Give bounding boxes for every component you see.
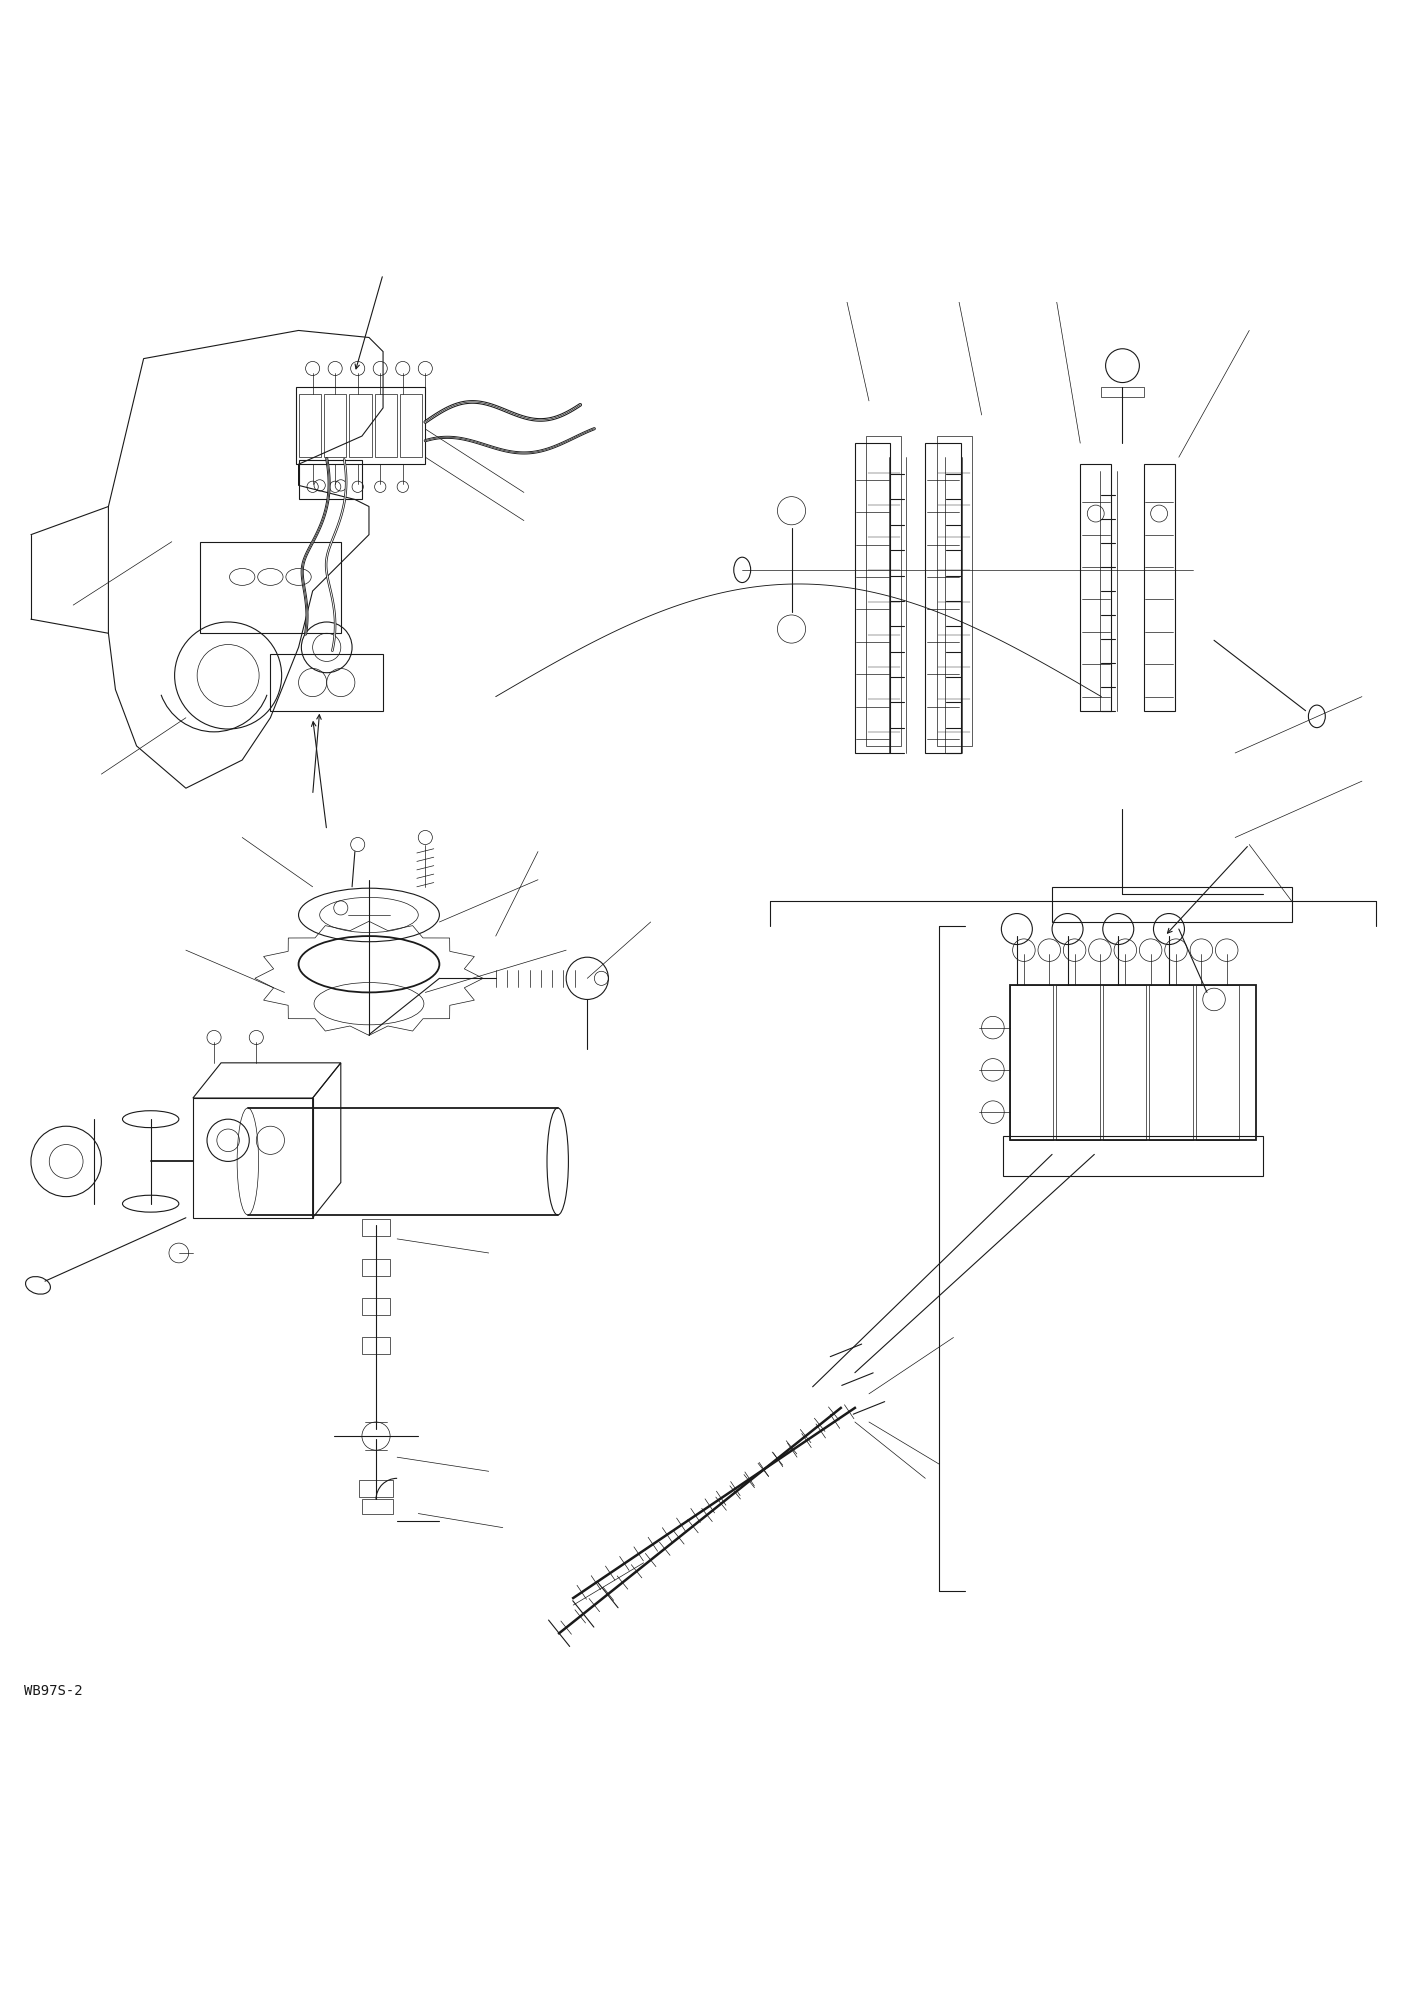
Bar [925, 443, 960, 753]
Bar [362, 1299, 390, 1315]
Bar [324, 395, 346, 457]
Bar [296, 387, 426, 465]
Bar [1150, 987, 1193, 1140]
Bar [362, 1259, 390, 1277]
Bar [855, 443, 889, 753]
Bar [362, 1220, 390, 1237]
Bar [1103, 987, 1147, 1140]
Bar [298, 461, 362, 499]
Bar [199, 542, 341, 634]
Bar [400, 395, 423, 457]
Bar [1003, 1136, 1263, 1176]
Bar [1056, 987, 1100, 1140]
Bar [1144, 465, 1175, 711]
Bar [936, 437, 971, 747]
Bar [1010, 987, 1256, 1140]
Bar [362, 1500, 393, 1515]
Bar [1196, 987, 1240, 1140]
Bar [1052, 888, 1291, 922]
Text: WB97S-2: WB97S-2 [24, 1684, 82, 1698]
Bar [359, 1480, 393, 1496]
Bar [1010, 987, 1053, 1140]
Bar [362, 1337, 390, 1355]
Bar [270, 655, 383, 711]
Bar [375, 395, 397, 457]
Bar [867, 437, 901, 747]
Bar [1080, 465, 1111, 711]
Bar [192, 1098, 312, 1218]
Bar [298, 395, 321, 457]
Bar [349, 395, 372, 457]
